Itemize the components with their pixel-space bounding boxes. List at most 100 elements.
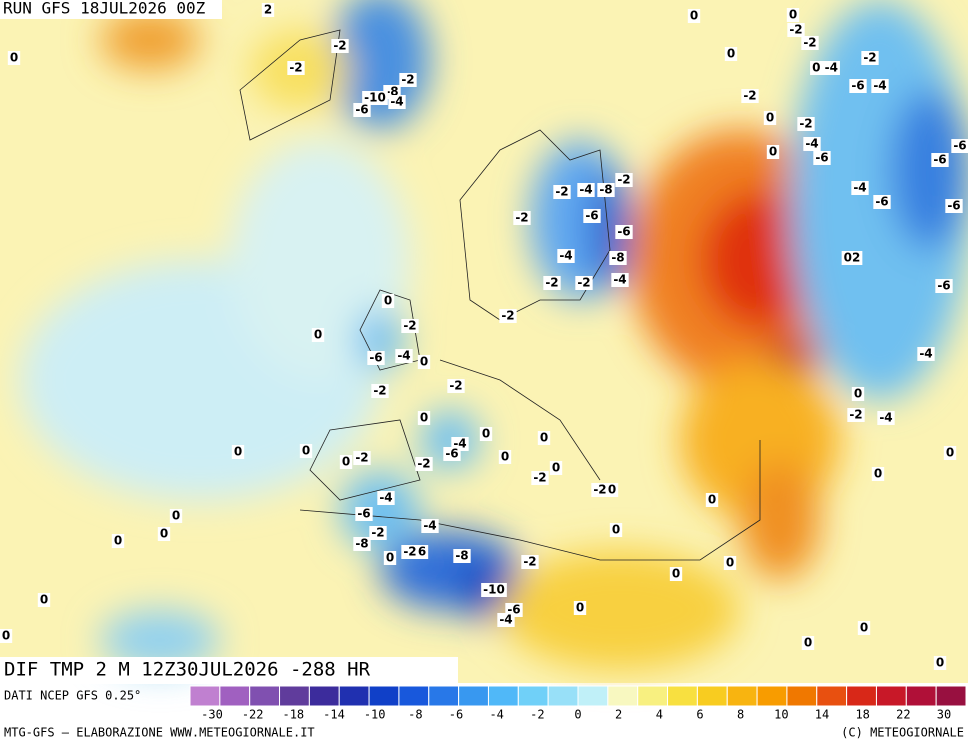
legend-swatch — [189, 685, 221, 707]
contour-label: -2 — [863, 51, 876, 65]
contour-label-box — [615, 225, 633, 239]
contour-label: -6 — [875, 195, 888, 209]
contour-label-box — [399, 73, 417, 87]
contour-label: 0 — [789, 8, 797, 22]
contour-label: -4 — [390, 95, 403, 109]
contour-label: 6 — [418, 545, 426, 559]
contour-label-box — [877, 411, 895, 425]
contour-label: -2 — [371, 526, 384, 540]
legend-swatch — [637, 685, 669, 707]
legend-label: -2 — [530, 708, 544, 722]
contour-label: 0 — [420, 411, 428, 425]
contour-label-box — [797, 117, 815, 131]
contour-label: -2 — [289, 61, 302, 75]
contour-label-box — [931, 153, 949, 167]
contour-label: 0 — [420, 355, 428, 369]
legend-swatch — [816, 685, 848, 707]
contour-label-box — [847, 408, 865, 422]
contour-label: -2 — [803, 36, 816, 50]
contour-label: -2 — [449, 379, 462, 393]
contour-label: 0 — [172, 509, 180, 523]
contour-label: 0 — [690, 9, 698, 23]
legend-label: 8 — [737, 708, 744, 722]
contour-label-box — [741, 89, 759, 103]
contour-label: -4 — [423, 519, 436, 533]
contour-label: -4 — [379, 491, 392, 505]
contour-label: 0 — [936, 656, 944, 670]
legend-swatch — [517, 685, 549, 707]
legend-label: 6 — [696, 708, 703, 722]
contour-label: -2 — [401, 73, 414, 87]
contour-label-box — [849, 79, 867, 93]
contour-label: -2 — [577, 276, 590, 290]
contour-label: -6 — [933, 153, 946, 167]
contour-label-box — [873, 195, 891, 209]
contour-label-box — [417, 411, 431, 425]
contour-label: 2 — [264, 3, 272, 17]
contour-label-box — [609, 523, 623, 537]
contour-label-box — [383, 551, 397, 565]
contour-label-box — [857, 621, 871, 635]
contour-label-box — [871, 79, 889, 93]
legend-label: 10 — [774, 708, 788, 722]
contour-label-box — [388, 95, 406, 109]
contour-label: 0 — [482, 427, 490, 441]
contour-label: -8 — [611, 251, 624, 265]
contour-label-box — [169, 509, 183, 523]
contour-label: 0 — [708, 493, 716, 507]
legend-label: 14 — [815, 708, 829, 722]
contour-label: 0 — [2, 629, 10, 643]
contour-label: 0 — [342, 455, 350, 469]
contour-label-box — [851, 387, 865, 401]
contour-label-box — [521, 555, 539, 569]
contour-label-box — [231, 445, 245, 459]
contour-label-box — [609, 251, 627, 265]
contour-label: -6 — [445, 447, 458, 461]
contour-label: -10 — [364, 91, 386, 105]
contour-label: -8 — [599, 183, 612, 197]
contour-label-box — [377, 491, 395, 505]
legend-swatch — [428, 685, 460, 707]
contour-label-box — [945, 199, 963, 213]
contour-label: -6 — [947, 199, 960, 213]
contour-label-box — [801, 636, 815, 650]
contour-label: -6 — [369, 351, 382, 365]
contour-label-box — [353, 103, 371, 117]
contour-label: -4 — [853, 181, 866, 195]
contour-label-box — [111, 534, 125, 548]
contour-label: -2 — [555, 185, 568, 199]
contour-label-box — [261, 3, 275, 17]
legend-swatch — [667, 685, 698, 707]
contour-label-box — [851, 181, 869, 195]
contour-label-box — [443, 447, 461, 461]
contour-label: -2 — [617, 173, 630, 187]
contour-label-box — [573, 601, 587, 615]
map-field — [0, 0, 968, 683]
contour-label-box — [597, 183, 615, 197]
legend-label: -18 — [282, 708, 304, 722]
contour-label: 0 — [804, 636, 812, 650]
contour-label-box — [723, 556, 737, 570]
contour-label: -10 — [483, 583, 505, 597]
contour-label: -8 — [355, 537, 368, 551]
contour-label-box — [577, 183, 595, 197]
legend-label: 2 — [615, 708, 622, 722]
contour-label: -6 — [953, 139, 966, 153]
contour-label-box — [724, 47, 738, 61]
contour-label-box — [339, 455, 353, 469]
contour-label: -2 — [373, 384, 386, 398]
contour-label-box — [531, 471, 549, 485]
contour-label: -6 — [585, 209, 598, 223]
contour-label: -2 — [501, 309, 514, 323]
contour-label-box — [786, 8, 800, 22]
contour-label: -6 — [617, 225, 630, 239]
contour-label-box — [498, 450, 512, 464]
contour-label-box — [705, 493, 719, 507]
legend-label: 30 — [937, 708, 951, 722]
legend-swatch — [756, 685, 788, 707]
contour-label-box — [549, 461, 563, 475]
contour-label-box — [0, 629, 13, 643]
contour-label: 0 — [726, 556, 734, 570]
contour-label: -2 — [355, 451, 368, 465]
